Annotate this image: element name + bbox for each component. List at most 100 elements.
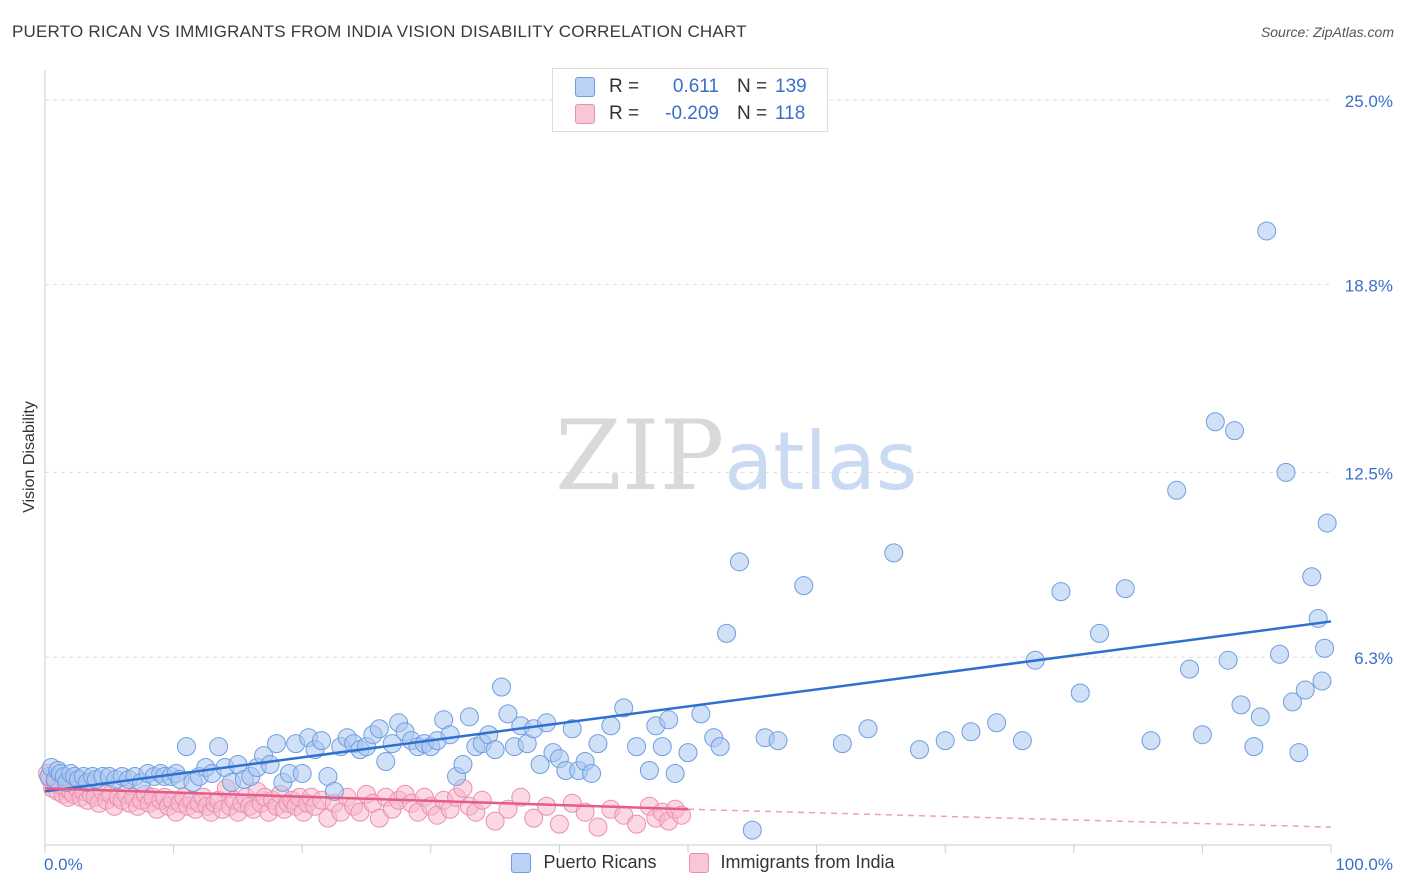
watermark-atlas: atlas [724, 415, 918, 508]
data-point [1090, 623, 1110, 643]
data-point [459, 707, 479, 727]
series-legend-india: Immigrants from India [688, 852, 895, 873]
trend-lines [44, 620, 1332, 828]
grid-lines [45, 99, 1331, 658]
data-point [1317, 513, 1337, 533]
data-point [794, 576, 814, 596]
legend-n-label: N = [737, 103, 768, 124]
watermark-zip: ZIP [555, 400, 725, 512]
puerto-ricans-trend-line [44, 620, 1332, 793]
series-label: Puerto Ricans [543, 852, 657, 872]
data-point [1257, 221, 1277, 241]
y-tick-label-1: 12.5% [1345, 464, 1393, 483]
data-point [492, 677, 512, 697]
y-tick-label-3: 25.0% [1345, 92, 1393, 111]
data-point [1192, 725, 1212, 745]
data-point [537, 713, 557, 733]
chart-title: PUERTO RICAN VS IMMIGRANTS FROM INDIA VI… [12, 22, 747, 41]
data-point [176, 737, 196, 757]
legend-r-value: 0.611 [672, 76, 719, 97]
y-tick-label-0: 6.3% [1354, 649, 1393, 668]
data-point [588, 734, 608, 754]
series-swatch-pink [688, 852, 709, 873]
data-point [485, 740, 505, 760]
data-point [530, 755, 550, 775]
data-point [742, 820, 762, 840]
data-point [1012, 731, 1032, 751]
data-point [1167, 480, 1187, 500]
watermark: ZIPatlas [555, 400, 918, 512]
data-point [672, 805, 692, 825]
data-point [1051, 582, 1071, 602]
data-point [472, 790, 492, 810]
data-point [1276, 462, 1296, 482]
data-point [717, 623, 737, 643]
legend-row-india: R = -0.209 N = 118 [575, 101, 805, 127]
data-point [369, 719, 389, 739]
data-point [1315, 638, 1335, 658]
source-label: Source: ZipAtlas.com [1260, 24, 1394, 40]
data-point [1225, 421, 1245, 441]
data-point [858, 719, 878, 739]
legend-n-value: 139 [775, 76, 807, 97]
india-trend-line-extrapolated [687, 808, 1332, 828]
legend-n-value: 118 [775, 103, 806, 124]
series-swatch-blue [511, 852, 532, 873]
data-point [768, 731, 788, 751]
data-point [1289, 743, 1309, 763]
data-point [627, 814, 647, 834]
data-point [537, 796, 557, 816]
data-point [1312, 671, 1332, 691]
data-point [652, 737, 672, 757]
data-point [710, 737, 730, 757]
data-point [909, 740, 929, 760]
data-point [1295, 680, 1315, 700]
data-point [884, 543, 904, 563]
legend-n-label: N = [737, 76, 768, 97]
data-point [1180, 659, 1200, 679]
data-point [311, 731, 331, 751]
series-label: Immigrants from India [720, 852, 895, 872]
data-point [562, 719, 582, 739]
data-point [266, 734, 286, 754]
legend-r-value: -0.209 [665, 103, 719, 124]
data-point [292, 763, 312, 783]
y-tick-label-2: 18.8% [1345, 277, 1393, 296]
data-point [614, 698, 634, 718]
data-point [575, 802, 595, 822]
data-point [1070, 683, 1090, 703]
data-point [485, 811, 505, 831]
legend-r-label: R = [609, 76, 640, 97]
data-point [209, 737, 229, 757]
x-tick-label-max: 100.0% [1335, 855, 1393, 874]
data-point [324, 781, 344, 801]
data-point [498, 704, 518, 724]
data-point [935, 731, 955, 751]
data-point [987, 713, 1007, 733]
data-point [376, 752, 396, 772]
data-point [678, 743, 698, 763]
data-point [1115, 579, 1135, 599]
data-point [665, 763, 685, 783]
correlation-legend: R = 0.611 N = 139 R = -0.209 N = 118 [552, 68, 828, 132]
data-point [1270, 644, 1290, 664]
data-point [1302, 567, 1322, 587]
axis-labels: 6.3% 12.5% 18.8% 25.0% 0.0% 100.0% Vision Disa… [21, 92, 1393, 874]
legend-swatch-blue [575, 77, 595, 97]
data-point [1231, 695, 1251, 715]
y-axis-title: Vision Disability [21, 401, 38, 513]
data-point [582, 763, 602, 783]
legend-swatch-pink [575, 104, 595, 124]
data-point [961, 722, 981, 742]
data-point [1205, 412, 1225, 432]
data-point [691, 704, 711, 724]
series-legend: Puerto Ricans Immigrants from India [0, 852, 1406, 873]
x-tick-label-min: 0.0% [44, 855, 83, 874]
data-point [260, 755, 280, 775]
data-point [1141, 731, 1161, 751]
india-trend-line [44, 787, 689, 811]
puerto-ricans-points [39, 221, 1337, 840]
data-point [832, 734, 852, 754]
data-point [453, 755, 473, 775]
